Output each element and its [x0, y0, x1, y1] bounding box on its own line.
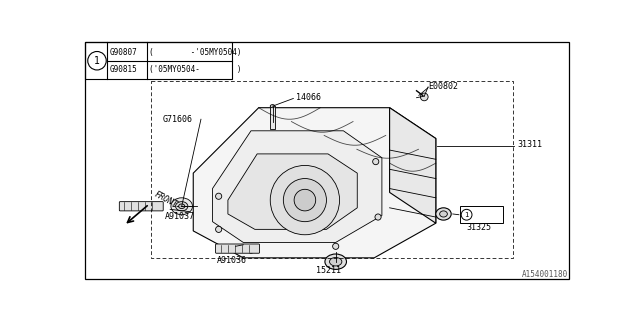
Text: A91036: A91036: [216, 256, 246, 265]
FancyBboxPatch shape: [119, 202, 163, 211]
Text: G71606: G71606: [163, 115, 193, 124]
Ellipse shape: [436, 208, 451, 220]
Circle shape: [294, 189, 316, 211]
FancyBboxPatch shape: [216, 244, 259, 253]
Bar: [270, 106, 275, 129]
Bar: [86, 42, 232, 79]
Circle shape: [284, 179, 326, 222]
Text: 31311: 31311: [517, 140, 543, 149]
Circle shape: [372, 158, 379, 165]
Text: 31325: 31325: [467, 222, 492, 232]
Text: G90807: G90807: [109, 48, 137, 57]
Ellipse shape: [325, 254, 346, 269]
Text: A154001180: A154001180: [522, 270, 568, 279]
Text: 15211: 15211: [316, 266, 342, 275]
Polygon shape: [212, 131, 382, 243]
Circle shape: [420, 93, 428, 101]
Ellipse shape: [179, 204, 185, 209]
Text: (        -'05MY0504): ( -'05MY0504): [149, 48, 242, 57]
Bar: [460, 206, 503, 223]
Ellipse shape: [270, 105, 275, 108]
Ellipse shape: [175, 202, 188, 211]
Circle shape: [216, 193, 221, 199]
Text: A91037: A91037: [164, 212, 195, 221]
Text: ('05MY0504-        ): ('05MY0504- ): [149, 66, 242, 75]
Ellipse shape: [440, 211, 447, 217]
Text: E00802: E00802: [428, 82, 458, 91]
Polygon shape: [390, 108, 436, 223]
Text: FRONT: FRONT: [152, 190, 179, 210]
Circle shape: [216, 226, 221, 232]
Polygon shape: [228, 154, 357, 229]
Polygon shape: [193, 108, 436, 258]
Circle shape: [270, 165, 340, 235]
Text: 14066: 14066: [296, 93, 321, 102]
Text: 1: 1: [465, 212, 468, 218]
Circle shape: [333, 243, 339, 249]
Circle shape: [248, 247, 254, 253]
Ellipse shape: [330, 258, 342, 266]
Circle shape: [375, 214, 381, 220]
Text: G90815: G90815: [109, 66, 137, 75]
Ellipse shape: [171, 198, 193, 215]
Text: 1: 1: [94, 56, 100, 66]
